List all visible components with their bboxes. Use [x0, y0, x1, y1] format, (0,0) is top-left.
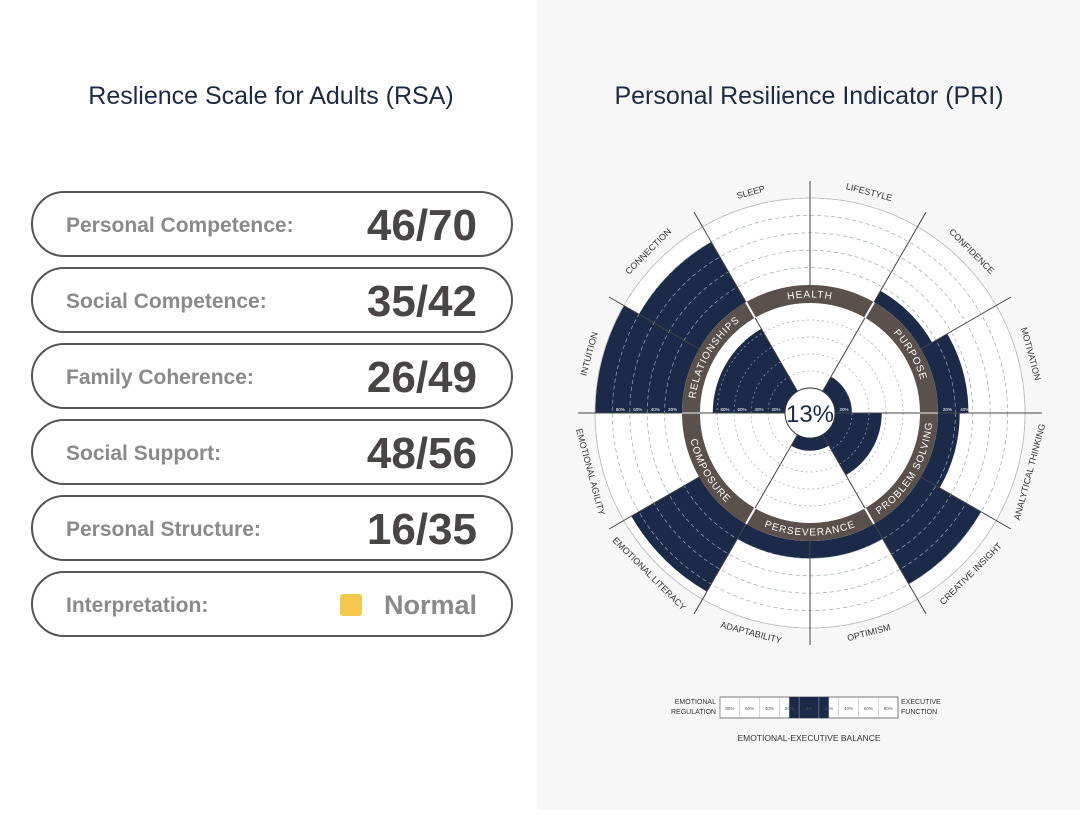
outer-fill [920, 333, 969, 413]
radial-line [608, 476, 700, 530]
radial-line [873, 211, 927, 303]
ring-tick: 40% [960, 407, 969, 412]
card-label: Social Support: [66, 442, 221, 465]
outer-fill [638, 241, 746, 349]
balance-tick: 0% [806, 706, 813, 711]
balance-tick: 80% [884, 706, 893, 711]
ring-tick: 20% [839, 407, 848, 412]
ring-tick: 60% [737, 407, 746, 412]
radial-line [754, 434, 798, 509]
balance-tick: 40% [844, 706, 853, 711]
segment-label-path: HEALTH [786, 289, 832, 302]
outer-fill [595, 305, 700, 413]
center-value: 13% [786, 401, 834, 428]
ring-tick: 60% [978, 407, 987, 412]
ring-tick: 40% [856, 407, 865, 412]
outer-fill [810, 523, 883, 559]
balance-tick: 40% [765, 706, 774, 711]
card-score: 26/49 [367, 353, 477, 402]
segment-label: HEALTH [786, 289, 833, 302]
ring-tick: 40% [651, 407, 660, 412]
card-score: 48/56 [367, 429, 477, 478]
score-card [31, 419, 513, 485]
inner-fill [822, 376, 852, 413]
radial-line [608, 296, 700, 350]
radial-line [920, 476, 1012, 530]
card-score: 35/42 [367, 277, 477, 326]
radial-line [754, 317, 798, 392]
ring-tick: 80% [720, 407, 729, 412]
score-card [31, 495, 513, 561]
balance-left-label: EMOTIONAL [675, 699, 716, 706]
center-circle [784, 387, 836, 439]
card-label: Social Competence: [66, 290, 267, 313]
ring-tick: 60% [873, 407, 882, 412]
outer-fill [737, 523, 810, 559]
balance-right-label: EXECUTIVE [901, 699, 941, 706]
inner-fill [791, 434, 829, 451]
interpretation-swatch [340, 594, 362, 616]
score-card [31, 571, 513, 637]
card-label: Family Coherence: [66, 366, 254, 389]
ring-tick: 80% [995, 407, 1004, 412]
outer-fill [874, 290, 933, 349]
score-card [31, 343, 513, 409]
radial-line [920, 296, 1012, 350]
card-label: Personal Structure: [66, 518, 261, 541]
ring-divider [864, 301, 875, 319]
ring-tick: 20% [943, 407, 952, 412]
score-card [31, 191, 513, 257]
card-score: 46/70 [367, 201, 477, 250]
balance-tick: 80% [725, 706, 734, 711]
ring-divider [864, 507, 875, 525]
radial-line [693, 211, 747, 303]
balance-tick: 20% [824, 706, 833, 711]
radial-line [822, 317, 866, 392]
ring-tick: 40% [754, 407, 763, 412]
outer-fill [920, 413, 960, 488]
balance-tick: 20% [785, 706, 794, 711]
pri-title: Personal Resilience Indicator (PRI) [614, 82, 1003, 110]
card-label: Interpretation: [66, 594, 208, 617]
ring-tick: 80% [616, 407, 625, 412]
balance-right-label: FUNCTION [901, 709, 937, 716]
rsa-title: Reslience Scale for Adults (RSA) [88, 82, 453, 110]
balance-tick: 60% [745, 706, 754, 711]
interpretation-value: Normal [384, 590, 477, 620]
outer-fill [631, 477, 746, 592]
radial-line [693, 523, 747, 615]
radial-line [873, 523, 927, 615]
inner-fill [712, 328, 798, 413]
card-score: 16/35 [367, 505, 477, 554]
ring-tick: 60% [633, 407, 642, 412]
radial-line [822, 434, 866, 509]
ring-tick: 80% [890, 407, 899, 412]
outer-fill [874, 477, 982, 585]
score-card [31, 267, 513, 333]
ring-divider [745, 507, 756, 525]
balance-left-label: REGULATION [671, 709, 716, 716]
card-label: Personal Competence: [66, 214, 294, 237]
ring-tick: 20% [668, 407, 677, 412]
ring-divider [745, 301, 756, 319]
balance-caption: EMOTIONAL-EXECUTIVE BALANCE [737, 733, 880, 743]
ring-tick: 20% [771, 407, 780, 412]
balance-tick: 60% [864, 706, 873, 711]
